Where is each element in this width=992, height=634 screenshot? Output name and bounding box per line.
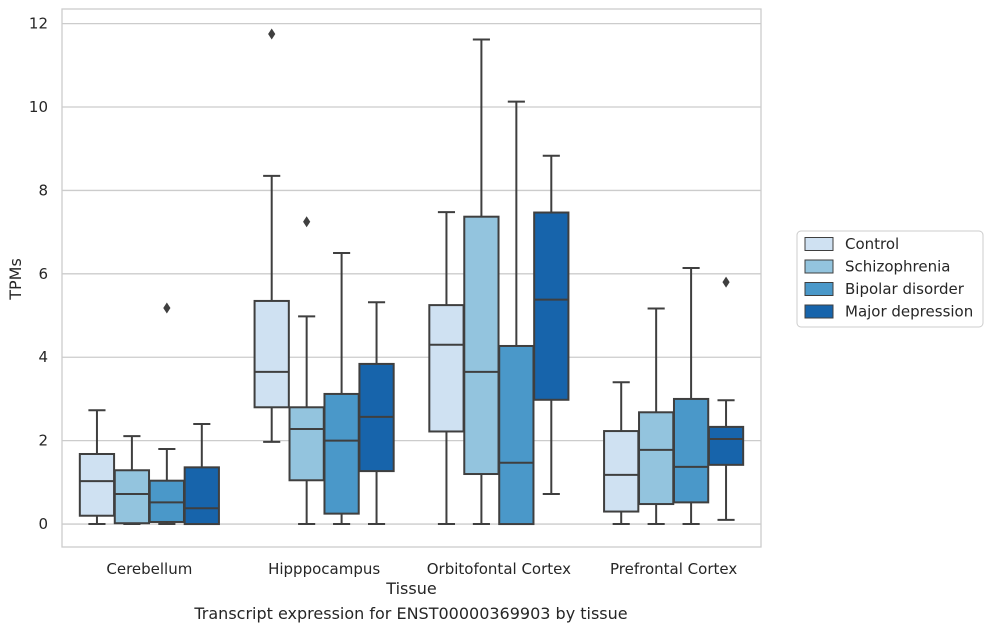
- y-tick-label: 8: [38, 181, 48, 199]
- box-iqr: [428, 304, 465, 433]
- x-tick-label: Prefrontal Cortex: [610, 560, 737, 578]
- y-axis-label: TPMs: [6, 258, 25, 301]
- box-element: [603, 381, 640, 526]
- grid-lines: [62, 22, 761, 525]
- legend-swatch: [804, 237, 834, 251]
- box-element: [463, 38, 500, 526]
- y-tick-label: 12: [29, 15, 48, 33]
- box-iqr: [78, 452, 116, 517]
- legend: Control Schizophrenia Bipolar disorder Majo…: [796, 230, 984, 328]
- box-element: [672, 266, 710, 526]
- legend-frame: [796, 230, 984, 328]
- box-iqr: [533, 211, 570, 401]
- box-element: [183, 422, 220, 526]
- legend-label: Control: [845, 235, 899, 253]
- box-iqr: [603, 430, 640, 513]
- y-tick-label: 6: [38, 265, 48, 283]
- outlier-point: [303, 216, 311, 228]
- y-tick-label: 4: [38, 348, 48, 366]
- x-tick-labels: Cerebellum Hipppocampus Orbitofontal Corte…: [106, 560, 737, 578]
- box-element: [358, 301, 395, 526]
- box-iqr: [638, 411, 675, 506]
- y-tick-label: 2: [38, 432, 48, 450]
- plot-frame: [61, 8, 762, 548]
- x-tick-label: Orbitofontal Cortex: [427, 560, 571, 578]
- series-group: [113, 38, 675, 526]
- outlier-point: [722, 276, 730, 288]
- legend-swatch: [804, 259, 834, 274]
- outlier-point: [163, 302, 171, 314]
- box-iqr: [672, 397, 710, 504]
- y-tick-label: 0: [38, 515, 48, 533]
- outlier-point: [268, 28, 276, 40]
- series-group: [78, 28, 640, 526]
- box-iqr: [323, 392, 360, 515]
- y-tick-label: 10: [29, 98, 48, 116]
- box-iqr: [113, 469, 151, 525]
- box-element: [533, 154, 570, 496]
- box-iqr: [183, 466, 220, 526]
- x-tick-label: Hipppocampus: [268, 560, 380, 578]
- legend-label: Schizophrenia: [845, 258, 950, 276]
- box-iqr: [463, 215, 500, 476]
- box-element: [498, 100, 535, 526]
- box-element: [288, 216, 325, 526]
- box-iqr: [498, 344, 535, 526]
- series-group: [148, 100, 710, 526]
- box-element: [428, 211, 465, 526]
- box-element: [707, 276, 745, 521]
- box-iqr: [148, 479, 185, 523]
- legend-label: Bipolar disorder: [845, 280, 965, 298]
- box-iqr: [288, 406, 325, 482]
- box-element: [113, 435, 151, 526]
- box-iqr: [253, 299, 290, 409]
- x-axis-label: Tissue: [385, 579, 436, 598]
- box-series: [78, 28, 745, 526]
- box-element: [253, 28, 290, 443]
- box-iqr: [707, 425, 745, 466]
- figure-caption: Transcript expression for ENST0000036990…: [194, 604, 628, 623]
- series-group: [183, 154, 745, 526]
- x-tick-label: Cerebellum: [106, 560, 192, 578]
- y-tick-labels: 0 2 4 6 8 10 12: [29, 15, 48, 533]
- legend-swatch: [804, 304, 834, 319]
- legend-label: Major depression: [845, 303, 973, 321]
- legend-swatch: [804, 282, 834, 296]
